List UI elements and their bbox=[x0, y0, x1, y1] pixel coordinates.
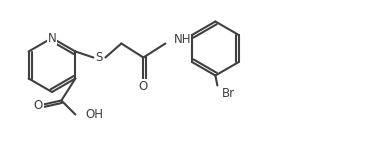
Text: O: O bbox=[34, 99, 43, 112]
Text: O: O bbox=[139, 80, 148, 93]
Text: OH: OH bbox=[85, 108, 103, 121]
Text: Br: Br bbox=[221, 87, 235, 100]
Text: N: N bbox=[48, 31, 56, 45]
Text: S: S bbox=[96, 51, 103, 64]
Text: NH: NH bbox=[173, 33, 191, 46]
